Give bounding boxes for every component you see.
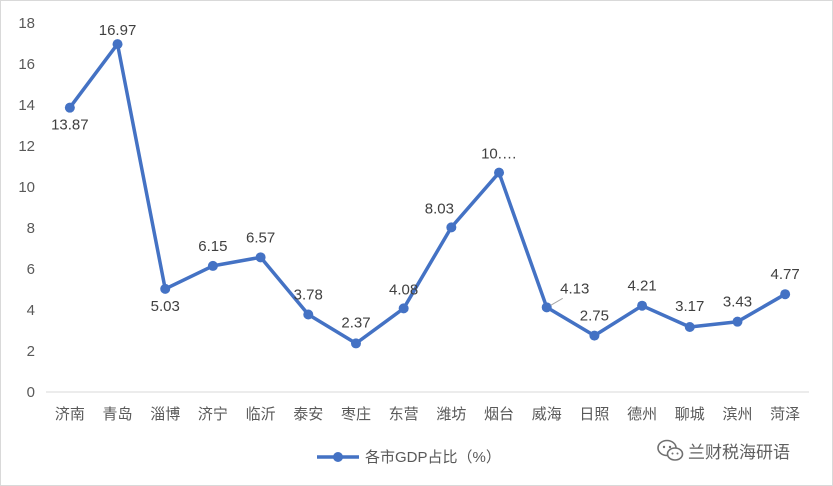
x-tick-label: 菏泽 bbox=[770, 406, 800, 423]
data-label: 5.03 bbox=[151, 298, 180, 315]
data-label: 4.21 bbox=[627, 278, 656, 295]
data-point bbox=[64, 102, 75, 113]
data-point bbox=[160, 283, 171, 294]
x-tick-label: 聊城 bbox=[675, 406, 705, 423]
x-tick-label: 淄博 bbox=[150, 406, 180, 423]
x-tick-label: 临沂 bbox=[246, 406, 276, 423]
data-label: 2.37 bbox=[341, 314, 370, 331]
data-point bbox=[732, 316, 743, 327]
y-tick-label: 14 bbox=[18, 97, 35, 114]
legend-point-marker bbox=[333, 452, 343, 462]
data-point bbox=[255, 252, 266, 263]
y-axis: 0 2 4 6 8 10 12 14 16 18 bbox=[18, 15, 35, 401]
data-label: 4.77 bbox=[771, 266, 800, 283]
watermark: 兰财税海研语 bbox=[657, 439, 790, 462]
y-tick-label: 2 bbox=[27, 343, 35, 360]
y-tick-label: 16 bbox=[18, 56, 35, 73]
data-point bbox=[589, 330, 600, 341]
data-label: 8.03 bbox=[425, 200, 454, 217]
y-tick-label: 8 bbox=[27, 220, 35, 237]
y-tick-label: 12 bbox=[18, 138, 35, 155]
x-tick-label: 青岛 bbox=[103, 406, 133, 423]
y-tick-label: 4 bbox=[27, 302, 35, 319]
data-point bbox=[112, 39, 123, 50]
x-axis: 济南 青岛 淄博 济宁 临沂 泰安 枣庄 东营 潍坊 烟台 威海 日照 德州 聊城 滨州 菏泽 bbox=[46, 391, 809, 423]
series-group bbox=[64, 39, 791, 349]
x-tick-label: 济南 bbox=[55, 406, 85, 423]
data-point bbox=[398, 303, 409, 314]
data-point bbox=[207, 260, 218, 271]
x-tick-label: 烟台 bbox=[484, 406, 514, 423]
x-tick-label: 枣庄 bbox=[341, 405, 371, 423]
data-point bbox=[780, 289, 791, 300]
data-label: 10.… bbox=[481, 146, 517, 163]
data-label: 4.13 bbox=[560, 280, 589, 297]
data-point bbox=[350, 338, 361, 349]
y-tick-label: 0 bbox=[27, 384, 35, 401]
legend-label: 各市GDP占比（%） bbox=[365, 449, 501, 466]
x-tick-label: 泰安 bbox=[293, 406, 323, 423]
x-tick-label: 德州 bbox=[627, 405, 657, 423]
data-point bbox=[684, 322, 695, 333]
watermark-text: 兰财税海研语 bbox=[688, 443, 790, 462]
x-tick-label: 东营 bbox=[389, 406, 419, 423]
data-label: 4.08 bbox=[389, 281, 418, 298]
wechat-icon bbox=[657, 439, 684, 461]
data-point bbox=[494, 167, 505, 178]
x-tick-label: 济宁 bbox=[198, 406, 228, 423]
data-label: 13.87 bbox=[51, 117, 89, 134]
label-leader-line bbox=[550, 297, 563, 306]
series-line bbox=[68, 42, 787, 346]
data-label: 3.17 bbox=[675, 298, 704, 315]
x-tick-label: 威海 bbox=[532, 406, 562, 423]
data-label: 6.15 bbox=[198, 238, 227, 255]
data-label: 6.57 bbox=[246, 229, 275, 246]
data-label: 3.78 bbox=[294, 287, 323, 304]
data-label: 2.75 bbox=[580, 308, 609, 325]
data-labels: 13.87 16.97 5.03 6.15 6.57 3.78 2.37 4.08 8.03 10… bbox=[51, 22, 800, 331]
x-tick-label: 滨州 bbox=[722, 406, 752, 423]
data-label: 16.97 bbox=[99, 22, 137, 39]
data-point bbox=[303, 309, 314, 320]
y-tick-label: 6 bbox=[27, 261, 35, 278]
y-tick-label: 18 bbox=[18, 15, 35, 32]
data-point bbox=[446, 222, 457, 233]
x-tick-label: 潍坊 bbox=[436, 406, 466, 423]
data-label: 3.43 bbox=[723, 294, 752, 311]
data-point bbox=[637, 300, 648, 311]
data-point bbox=[541, 302, 552, 313]
x-tick-label: 日照 bbox=[579, 406, 609, 423]
y-tick-label: 10 bbox=[18, 179, 35, 196]
legend: 各市GDP占比（%） bbox=[317, 449, 501, 466]
